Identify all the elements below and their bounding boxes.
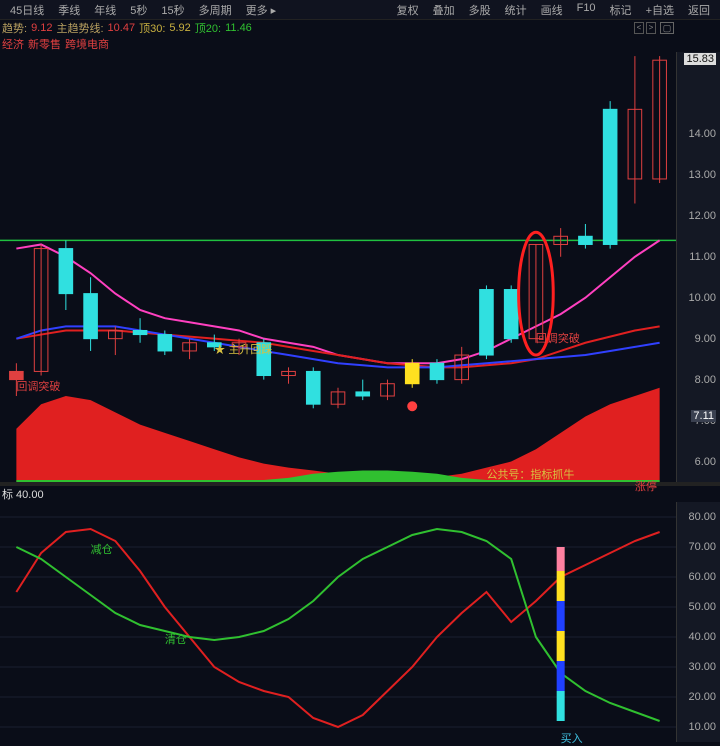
scroll-right-icon[interactable]: > — [646, 22, 656, 34]
concept-tag-2[interactable]: 跨境电商 — [65, 36, 109, 52]
chart-annotation: ★ 主升回踩 — [214, 341, 272, 357]
top30-value: 5.92 — [169, 22, 190, 34]
chart-annotation: 回调突破 — [536, 330, 580, 346]
chart-annotation: 公共号：指标抓牛 — [486, 466, 574, 482]
sub-annotation: 减仓 — [91, 541, 113, 557]
sub-y-axis: 10.0020.0030.0040.0050.0060.0070.0080.00 — [676, 502, 720, 742]
period-tab-6[interactable]: 更多 ▸ — [240, 2, 283, 18]
tool-6[interactable]: 标记 — [604, 2, 638, 18]
tool-1[interactable]: 叠加 — [427, 2, 461, 18]
tool-5[interactable]: F10 — [571, 2, 602, 18]
close-panel-icon[interactable]: ▢ — [660, 22, 674, 34]
period-tab-4[interactable]: 15秒 — [155, 2, 190, 18]
concept-tag-0[interactable]: 经济 — [2, 36, 24, 52]
period-tab-5[interactable]: 多周期 — [193, 2, 238, 18]
tool-2[interactable]: 多股 — [463, 2, 497, 18]
chart-annotation: 涨停 — [635, 478, 657, 494]
concept-tag-1[interactable]: 新零售 — [28, 36, 61, 52]
trend-label: 趋势: — [2, 20, 27, 36]
tool-3[interactable]: 统计 — [499, 2, 533, 18]
current-price-label: 15.83 — [684, 53, 716, 65]
sub-indicator-label: 标 40.00 — [2, 486, 44, 502]
top30-label: 顶30: — [139, 20, 165, 36]
tool-4[interactable]: 画线 — [535, 2, 569, 18]
period-tab-0[interactable]: 45日线 — [4, 2, 50, 18]
scroll-left-icon[interactable]: < — [634, 22, 644, 34]
main-price-chart[interactable]: 6.007.008.009.0010.0011.0012.0013.0014.0… — [0, 52, 720, 482]
top20-label: 顶20: — [195, 20, 221, 36]
sub-annotation: 清仓 — [165, 631, 187, 647]
ma-value: 10.47 — [108, 22, 136, 34]
tool-8[interactable]: 返回 — [682, 2, 716, 18]
sub-indicator-chart[interactable]: 10.0020.0030.0040.0050.0060.0070.0080.00… — [0, 502, 720, 742]
sub-indicator-row: 标 40.00 — [0, 486, 720, 502]
period-tab-3[interactable]: 5秒 — [124, 2, 153, 18]
tool-7[interactable]: +自选 — [640, 2, 680, 18]
period-tab-2[interactable]: 年线 — [88, 2, 122, 18]
concept-tags: 经济新零售跨境电商 — [0, 36, 720, 52]
price-y-axis: 6.007.008.009.0010.0011.0012.0013.0014.0… — [676, 52, 720, 482]
tool-0[interactable]: 复权 — [391, 2, 425, 18]
trend-value: 9.12 — [31, 22, 52, 34]
period-tab-1[interactable]: 季线 — [52, 2, 86, 18]
scroll-controls[interactable]: < > — [634, 22, 656, 34]
chart-annotation: 回调突破 — [16, 378, 60, 394]
indicator-row: 趋势: 9.12 主趋势线: 10.47 顶30: 5.92 顶20: 11.4… — [0, 20, 720, 36]
ma-label: 主趋势线: — [56, 20, 103, 36]
top-toolbar: 45日线季线年线5秒15秒多周期更多 ▸ 复权叠加多股统计画线F10标记+自选返… — [0, 0, 720, 20]
sub-annotation: 买入 — [561, 730, 583, 746]
top20-value: 11.46 — [225, 22, 252, 34]
